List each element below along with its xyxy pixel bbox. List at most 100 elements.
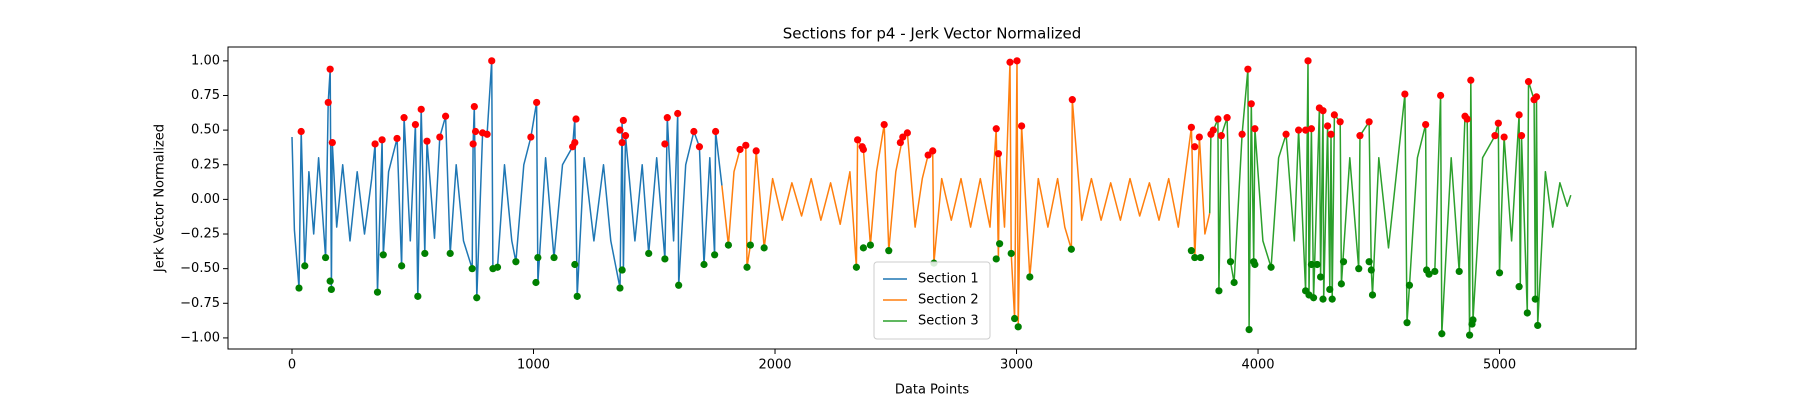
extreme-point <box>328 138 336 147</box>
extreme-point <box>468 265 476 273</box>
extreme-point <box>661 140 669 148</box>
extreme-point <box>1431 267 1439 276</box>
extreme-point <box>1215 287 1223 295</box>
x-tick-label: 4000 <box>1241 358 1274 373</box>
chart-title: Sections for p4 - Jerk Vector Normalized <box>783 25 1082 43</box>
extreme-point <box>1304 57 1312 65</box>
extreme-point <box>398 262 406 270</box>
extreme-point <box>378 136 386 144</box>
extreme-point <box>742 141 750 149</box>
extreme-point <box>924 151 932 159</box>
extreme-point <box>1026 273 1034 281</box>
extreme-point <box>1401 90 1409 98</box>
extreme-point <box>1209 126 1217 134</box>
extreme-point <box>994 150 1003 158</box>
extreme-point <box>619 116 627 125</box>
extreme-point <box>1319 295 1327 303</box>
extreme-point <box>1355 265 1363 273</box>
extreme-point <box>326 277 334 285</box>
extreme-point <box>1336 118 1344 126</box>
extreme-point <box>645 249 653 258</box>
extreme-point <box>1217 132 1225 140</box>
extreme-point <box>1214 115 1222 123</box>
extreme-point <box>421 249 429 258</box>
y-tick-label: −0.75 <box>180 296 220 311</box>
extreme-point <box>1494 119 1502 127</box>
legend-box <box>873 261 991 340</box>
extreme-point <box>752 147 760 155</box>
extreme-point <box>471 127 480 136</box>
extreme-point <box>743 263 751 271</box>
extreme-point <box>1191 143 1199 151</box>
extreme-point <box>326 65 334 73</box>
extreme-point <box>1302 126 1310 134</box>
extreme-point <box>1455 267 1463 276</box>
extreme-point <box>1467 76 1475 84</box>
extreme-point <box>1238 130 1246 138</box>
extreme-point <box>321 253 330 262</box>
extreme-point <box>1267 263 1275 271</box>
extreme-point <box>1067 245 1075 253</box>
extreme-point <box>618 138 626 147</box>
extreme-point <box>674 109 682 118</box>
extreme-point <box>711 251 719 259</box>
extreme-point <box>550 253 558 262</box>
x-tick-label: 0 <box>288 358 296 373</box>
extreme-point <box>470 102 478 111</box>
extreme-point <box>866 241 875 249</box>
extreme-point <box>1524 78 1533 86</box>
y-tick-label: −1.00 <box>180 330 220 345</box>
extreme-point <box>417 105 425 113</box>
extreme-point <box>1313 260 1321 269</box>
extreme-point <box>760 244 768 252</box>
extreme-point <box>618 266 626 274</box>
extreme-point <box>880 120 888 129</box>
extreme-point <box>746 241 754 249</box>
extreme-point <box>1495 269 1504 277</box>
extreme-point <box>1365 258 1373 266</box>
extreme-point <box>859 244 868 252</box>
y-tick-label: 0.75 <box>191 88 220 103</box>
extreme-point <box>493 263 502 271</box>
extreme-point <box>1068 96 1076 104</box>
extreme-point <box>616 284 624 292</box>
extreme-point <box>1247 100 1255 108</box>
legend-label: Section 1 <box>918 272 979 287</box>
extreme-point <box>1515 111 1523 119</box>
extreme-point <box>1463 115 1471 123</box>
extreme-point <box>400 114 408 122</box>
extreme-point <box>1013 57 1021 65</box>
x-axis-label: Data Points <box>895 383 969 398</box>
extreme-point <box>295 284 303 292</box>
extreme-point <box>1438 330 1446 338</box>
extreme-point <box>903 129 911 137</box>
y-axis-label: Jerk Vector Normalized <box>153 124 168 273</box>
extreme-point <box>1326 285 1334 294</box>
extreme-point <box>1523 309 1531 317</box>
extreme-point <box>1018 122 1026 130</box>
x-tick-label: 2000 <box>758 358 791 373</box>
extreme-point <box>1534 321 1542 330</box>
extreme-point <box>1323 122 1332 130</box>
extreme-point <box>712 127 720 136</box>
extreme-point <box>411 120 420 129</box>
extreme-point <box>533 98 541 107</box>
extreme-point <box>1251 125 1259 133</box>
y-tick-label: 0.25 <box>191 157 220 172</box>
extreme-point <box>393 134 401 143</box>
extreme-point <box>1491 132 1499 140</box>
extreme-point <box>896 138 904 147</box>
extreme-point <box>1368 291 1377 299</box>
extreme-point <box>1328 295 1336 303</box>
extreme-point <box>1365 118 1373 126</box>
extreme-point <box>488 57 496 65</box>
extreme-point <box>1187 123 1195 131</box>
extreme-point <box>675 281 683 289</box>
extreme-point <box>1469 316 1477 324</box>
extreme-point <box>371 140 379 148</box>
extreme-point <box>736 145 744 154</box>
extreme-point <box>1367 266 1375 274</box>
extreme-point <box>1316 273 1325 281</box>
legend-label: Section 3 <box>918 314 979 329</box>
